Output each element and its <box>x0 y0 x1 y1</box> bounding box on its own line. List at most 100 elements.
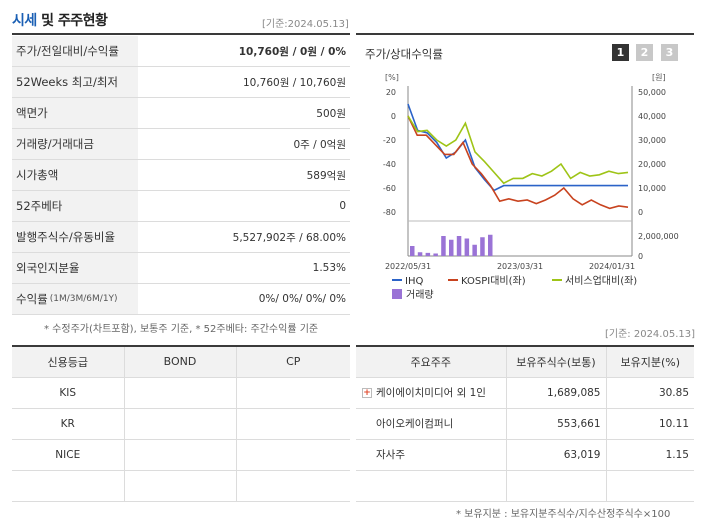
y2-tick-label: 50,000 <box>638 88 666 97</box>
info-row: 52Weeks 최고/최저 10,760원 / 10,760원 <box>12 67 350 98</box>
shares-cell: 1,689,085 <box>505 377 606 409</box>
divider <box>356 33 694 35</box>
table-cell <box>235 377 350 409</box>
column-header: 보유지분(%) <box>605 345 694 378</box>
table-cell <box>235 439 350 471</box>
y-tick-label: -40 <box>383 160 396 169</box>
info-label: 52Weeks 최고/최저 <box>12 67 138 97</box>
legend-label: IHQ <box>405 276 423 287</box>
table-cell: KR <box>12 408 124 440</box>
page-title: 시세 및 주주현황 <box>12 10 108 30</box>
x-tick-label: 2023/03/31 <box>497 262 543 271</box>
info-label: 시가총액 <box>12 160 138 190</box>
volume-bar <box>480 237 485 256</box>
volume-tick-label: 2,000,000 <box>638 232 679 241</box>
title-accent: 시세 <box>12 13 37 29</box>
chart-page-3-button[interactable]: 3 <box>661 44 678 61</box>
shares-cell: 63,019 <box>505 439 606 471</box>
table-row: 자사주 63,019 1.15 <box>356 439 694 471</box>
holders-as-of-date: [기준: 2024.05.13] <box>605 329 696 340</box>
info-value: 0%/ 0%/ 0%/ 0% <box>258 293 346 305</box>
info-row: 52주베타 0 <box>12 191 350 222</box>
chart-page-2-button[interactable]: 2 <box>636 44 653 61</box>
table-cell <box>505 470 606 502</box>
info-value: 0주 / 0억원 <box>293 138 346 151</box>
shareholder-name[interactable]: + 케이에이치미디어 외 1인 <box>356 377 506 409</box>
table-cell: NICE <box>12 439 124 471</box>
info-label: 수익률 (1M/3M/6M/1Y) <box>12 284 138 314</box>
ownership-pct-cell: 1.15 <box>605 439 694 471</box>
stock-info-table: 주가/전일대비/수익률 10,760원 / 0원 / 0% 52Weeks 최고/최… <box>12 36 350 315</box>
info-row: 액면가 500원 <box>12 98 350 129</box>
shareholder-name: 아이오케이컴퍼니 <box>356 408 506 440</box>
table-row <box>356 470 694 502</box>
legend-label: 거래량 <box>406 289 434 301</box>
volume-bar <box>433 253 438 256</box>
as-of-date: [기준:2024.05.13] <box>262 19 349 30</box>
volume-bar <box>464 238 470 256</box>
expand-plus-icon[interactable]: + <box>362 388 372 398</box>
ownership-pct-cell: 30.85 <box>605 377 694 409</box>
shareholder-name: 자사주 <box>356 439 506 471</box>
volume-bar <box>410 246 415 256</box>
info-row: 외국인지분율 1.53% <box>12 253 350 284</box>
major-shareholders-table: 주요주주 보유주식수(보통) 보유지분(%) + 케이에이치미디어 외 1인 1,689… <box>356 345 694 502</box>
info-label: 액면가 <box>12 98 138 128</box>
table-cell <box>123 470 236 502</box>
volume-tick-label: 0 <box>638 252 643 261</box>
table-row <box>12 470 350 502</box>
info-value: 589억원 <box>306 169 346 182</box>
credit-rating-table: 신용등급 BOND CP KIS KR NICE <box>12 345 350 502</box>
column-header: 보유주식수(보통) <box>505 345 606 378</box>
info-value: 10,760원 / 0원 / 0% <box>238 45 346 58</box>
info-value: 5,527,902주 / 68.00% <box>232 231 346 244</box>
info-row: 거래량/거래대금 0주 / 0억원 <box>12 129 350 160</box>
column-header: BOND <box>123 345 236 378</box>
info-label: 발행주식수/유동비율 <box>12 222 138 252</box>
y2-tick-label: 40,000 <box>638 112 666 121</box>
table-cell <box>123 408 236 440</box>
info-row: 발행주식수/유동비율 5,527,902주 / 68.00% <box>12 222 350 253</box>
info-value: 1.53% <box>312 262 346 274</box>
y2-tick-label: 30,000 <box>638 136 666 145</box>
info-label: 외국인지분율 <box>12 253 138 283</box>
info-value: 10,760원 / 10,760원 <box>242 76 346 89</box>
price-chart: [%] [원] 20 0 -20 -40 -60 -80 50,000 40,000 30,000 2… <box>383 73 679 301</box>
y-tick-label: -80 <box>383 208 396 217</box>
table-cell <box>123 377 236 409</box>
info-label: 거래량/거래대금 <box>12 129 138 159</box>
table-cell: KIS <box>12 377 124 409</box>
volume-bar <box>449 239 454 256</box>
shares-cell: 553,661 <box>505 408 606 440</box>
divider <box>12 33 350 35</box>
series-line-2 <box>407 115 629 210</box>
table-cell <box>12 470 124 502</box>
right-axis-unit: [원] <box>652 73 666 82</box>
y-tick-label: -60 <box>383 184 396 193</box>
x-tick-label: 2022/05/31 <box>385 262 431 271</box>
info-value: 500원 <box>316 107 346 120</box>
table-row: + 케이에이치미디어 외 1인 1,689,085 30.85 <box>356 377 694 409</box>
y2-tick-label: 10,000 <box>638 184 666 193</box>
y-tick-label: 20 <box>386 88 396 97</box>
info-note: * 수정주가(차트포함), 보통주 기준, * 52주베타: 주간수익률 기준 <box>44 324 319 335</box>
column-header: CP <box>235 345 350 378</box>
table-cell <box>605 470 694 502</box>
title-rest: 및 주주현황 <box>36 13 108 29</box>
volume-bar <box>456 236 462 256</box>
legend-swatch <box>392 289 402 299</box>
chart-page-1-button[interactable]: 1 <box>612 44 629 61</box>
chart-title: 주가/상대수익률 <box>365 47 443 61</box>
volume-bar <box>472 244 477 256</box>
table-row: KIS <box>12 377 350 409</box>
table-row: 아이오케이컴퍼니 553,661 10.11 <box>356 408 694 440</box>
legend-label: 서비스업대비(좌) <box>565 274 637 287</box>
table-row: NICE <box>12 439 350 471</box>
column-header: 신용등급 <box>12 345 124 378</box>
info-label: 주가/전일대비/수익률 <box>12 36 138 66</box>
x-tick-label: 2024/01/31 <box>589 262 635 271</box>
legend-label: KOSPI대비(좌) <box>461 275 526 287</box>
volume-bar <box>488 234 493 256</box>
ownership-pct-cell: 10.11 <box>605 408 694 440</box>
info-row: 시가총액 589억원 <box>12 160 350 191</box>
